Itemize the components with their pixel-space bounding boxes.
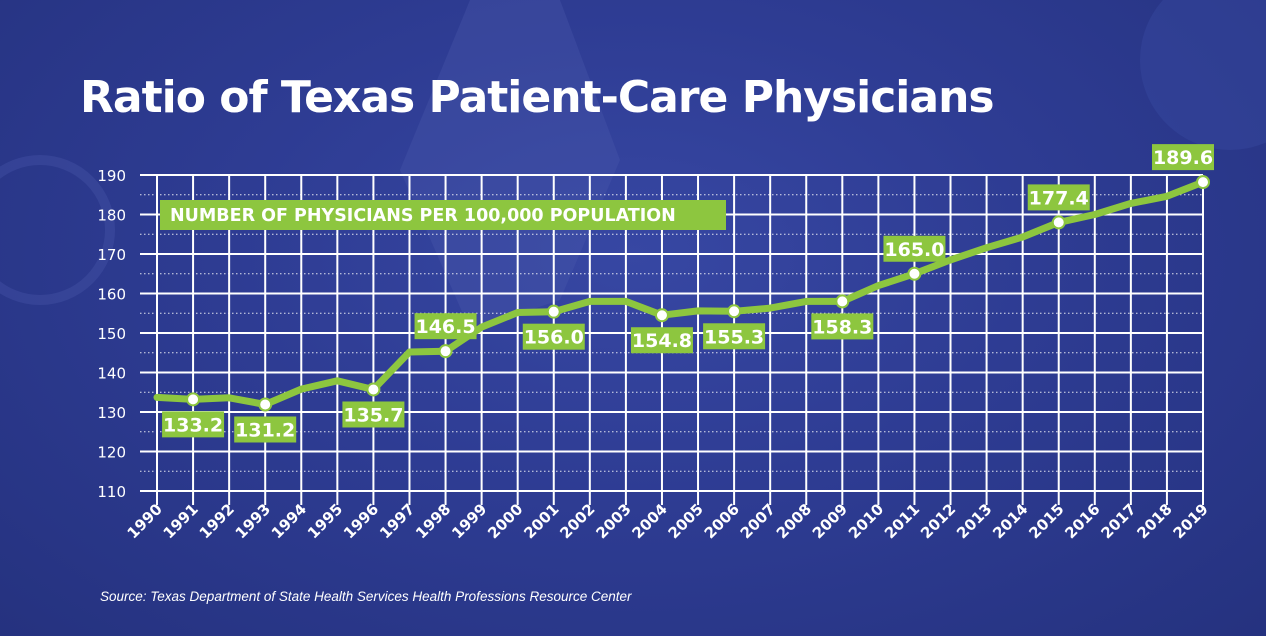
- x-tick-label: 1999: [448, 500, 490, 542]
- x-tick-label: 2014: [989, 500, 1031, 542]
- data-point-marker: [835, 294, 850, 309]
- data-label-box: [630, 327, 693, 354]
- x-tick-label: 1993: [232, 500, 274, 542]
- x-tick-label: 2004: [629, 500, 671, 542]
- data-point-marker: [907, 266, 922, 281]
- y-tick-label: 140: [97, 365, 126, 383]
- y-tick-label: 110: [97, 483, 126, 501]
- data-label-box: [883, 235, 946, 262]
- x-tick-label: 1997: [376, 500, 418, 542]
- data-label-box: [1027, 184, 1090, 211]
- data-label: 154.8: [632, 330, 692, 352]
- data-label-box: [811, 313, 874, 340]
- data-label-box: [522, 323, 585, 350]
- y-tick-label: 150: [97, 325, 126, 343]
- x-tick-label: 1992: [196, 500, 238, 542]
- data-label: 133.2: [163, 414, 223, 436]
- x-tick-label: 2013: [953, 500, 995, 542]
- x-tick-label: 2012: [917, 500, 959, 542]
- data-label-box: [1152, 144, 1214, 171]
- data-point-marker: [186, 392, 201, 407]
- x-tick-label: 2000: [484, 500, 526, 542]
- source-note: Source: Texas Department of State Health…: [100, 589, 632, 604]
- data-point-marker: [1196, 175, 1210, 190]
- x-tick-label: 2009: [809, 500, 851, 542]
- y-tick-label: 130: [97, 404, 126, 422]
- data-label-box: [414, 313, 477, 340]
- x-tick-label: 2011: [881, 500, 923, 542]
- data-point-marker: [727, 304, 742, 319]
- data-label: 189.6: [1153, 147, 1213, 169]
- data-point-marker: [654, 308, 669, 323]
- x-tick-label: 1994: [268, 500, 310, 542]
- data-point-marker: [1051, 215, 1066, 230]
- x-tick-label: 2003: [592, 500, 634, 542]
- y-tick-label: 170: [97, 246, 126, 264]
- x-tick-label: 2001: [520, 500, 562, 542]
- x-tick-label: 2017: [1097, 500, 1139, 542]
- x-tick-label: 1998: [412, 500, 454, 542]
- data-label: 146.5: [415, 316, 475, 338]
- y-tick-label: 190: [97, 167, 126, 185]
- data-label: 131.2: [235, 419, 295, 441]
- data-point-marker: [366, 382, 381, 397]
- background-circle-shape: [1140, 0, 1266, 150]
- x-tick-label: 2008: [773, 500, 815, 542]
- data-point-marker: [546, 304, 561, 319]
- y-tick-label: 160: [97, 286, 126, 304]
- data-label-box: [162, 411, 225, 438]
- data-label: 135.7: [343, 404, 403, 426]
- data-label: 156.0: [524, 327, 584, 349]
- legend-box: [160, 200, 726, 230]
- data-label-box: [234, 416, 297, 443]
- x-tick-label: 2006: [701, 500, 743, 542]
- y-tick-label: 120: [97, 444, 126, 462]
- y-tick-label: 180: [97, 207, 126, 225]
- data-label-box: [342, 401, 405, 428]
- legend-label: NUMBER OF PHYSICIANS PER 100,000 POPULAT…: [170, 206, 676, 226]
- data-label: 165.0: [884, 239, 944, 261]
- x-tick-label: 2016: [1061, 500, 1103, 542]
- data-label: 177.4: [1029, 187, 1089, 209]
- x-tick-label: 2015: [1025, 500, 1067, 542]
- x-tick-label: 2002: [556, 500, 598, 542]
- chart-title: Ratio of Texas Patient-Care Physicians: [80, 72, 995, 123]
- x-tick-label: 1991: [160, 500, 202, 542]
- background-circle-shape: [0, 155, 115, 305]
- data-label: 155.3: [704, 326, 764, 348]
- x-tick-label: 2005: [665, 500, 707, 542]
- x-tick-label: 1995: [304, 500, 346, 542]
- data-point-marker: [258, 397, 273, 412]
- data-point-marker: [438, 344, 453, 359]
- data-label-box: [703, 323, 766, 350]
- series-line: [153, 178, 1207, 408]
- x-tick-label: 2010: [845, 500, 887, 542]
- x-tick-label: 2007: [737, 500, 779, 542]
- data-label: 158.3: [812, 316, 872, 338]
- x-tick-label: 1990: [124, 500, 166, 542]
- background-star-shape: [400, 0, 620, 330]
- x-tick-label: 2019: [1170, 500, 1212, 542]
- x-tick-label: 2018: [1134, 500, 1176, 542]
- x-tick-label: 1996: [340, 500, 382, 542]
